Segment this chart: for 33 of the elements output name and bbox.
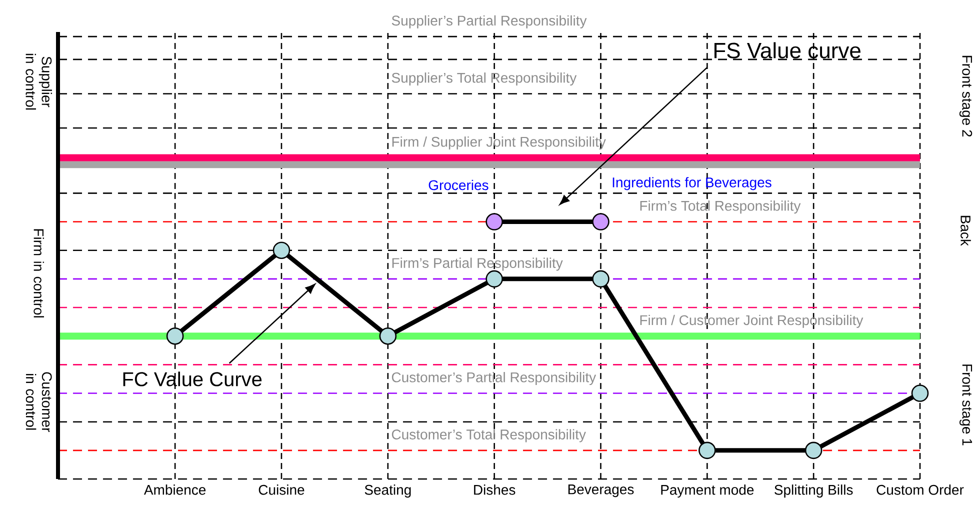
ref-line-label: Customer’s Partial Responsibility: [392, 372, 596, 386]
point: [911, 384, 929, 402]
text: Firm in control: [34, 229, 44, 318]
point: [166, 327, 184, 345]
text: FS Value curve: [714, 42, 860, 58]
ref-line-label: Supplier’s Total Responsibility: [392, 72, 577, 86]
point: [592, 270, 610, 288]
ref-line-label: Customer’s Total Responsibility: [392, 429, 586, 442]
text: Groceries: [428, 180, 488, 190]
point: [804, 442, 822, 460]
text: Front stage 1: [960, 364, 972, 446]
ref-line-label: Firm’s Partial Responsibility: [392, 258, 563, 271]
ref-line-label: Firm / Supplier Joint Responsibility: [392, 136, 606, 150]
ref-line-label: Supplier’s Partial Responsibility: [392, 15, 587, 28]
x-tick-label: Custom Order: [876, 484, 964, 495]
x-tick-label: Seating: [364, 484, 411, 498]
point: [272, 242, 290, 260]
text: Supplier in control: [26, 54, 52, 110]
text: Front stage 2: [959, 56, 972, 137]
x-tick-label: Ambience: [144, 484, 206, 495]
x-tick-label: Beverages: [568, 484, 634, 498]
x-tick-label: Splitting Bills: [774, 484, 853, 498]
point: [698, 442, 716, 460]
annotation: FC Value Curve: [123, 372, 262, 386]
x-tick-label: Cuisine: [258, 484, 304, 495]
text: Ingredients for Beverages: [612, 177, 772, 190]
x-tick-label: Dishes: [474, 484, 516, 495]
point: [486, 270, 503, 288]
x-tick-label: Payment mode: [661, 484, 754, 498]
text: Back: [960, 216, 971, 246]
point: [379, 327, 397, 345]
text: Customer in control: [26, 372, 52, 432]
ref-line-label: Firm / Customer Joint Responsibility: [640, 314, 864, 328]
